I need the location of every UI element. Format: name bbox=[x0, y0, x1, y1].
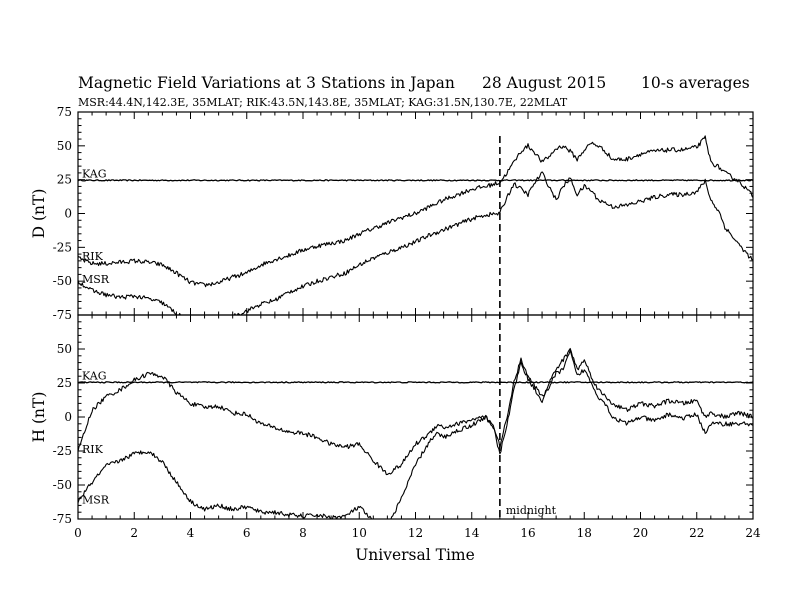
series-rik-line bbox=[78, 347, 753, 476]
series-kag-line bbox=[78, 179, 753, 182]
chart-title: Magnetic Field Variations at 3 Stations … bbox=[78, 74, 455, 92]
midnight-label: midnight bbox=[506, 504, 557, 517]
panel-frame bbox=[77, 314, 754, 520]
x-tick-label: 2 bbox=[130, 526, 138, 540]
x-tick-label: 20 bbox=[633, 526, 648, 540]
y-tick-label: 50 bbox=[57, 342, 72, 356]
x-tick-label: 10 bbox=[352, 526, 367, 540]
y-tick-label: 0 bbox=[64, 207, 72, 221]
series-rik-line bbox=[78, 135, 753, 288]
series-msr-line bbox=[78, 349, 753, 519]
x-tick-label: 4 bbox=[187, 526, 195, 540]
x-tick-label: 8 bbox=[299, 526, 307, 540]
y-tick-label: 25 bbox=[57, 173, 72, 187]
y-tick-label: -25 bbox=[53, 444, 72, 458]
y-tick-label: 75 bbox=[57, 105, 72, 119]
x-tick-label: 16 bbox=[520, 526, 535, 540]
y-axis-label: D (nT) bbox=[30, 189, 48, 239]
panel-h: 50 25 0 -25 -50 -75 H (nT) KAG RIK MSR bbox=[30, 314, 754, 526]
y-tick-label: -50 bbox=[53, 478, 72, 492]
x-tick-label: 0 bbox=[74, 526, 82, 540]
x-axis: 0 2 4 6 8 10 12 14 16 18 20 22 24 bbox=[74, 112, 761, 540]
series-label-rik: RIK bbox=[82, 250, 104, 263]
series-label-msr: MSR bbox=[82, 493, 110, 506]
x-tick-label: 18 bbox=[577, 526, 592, 540]
x-tick-label: 22 bbox=[689, 526, 704, 540]
x-tick-label: 6 bbox=[243, 526, 251, 540]
y-tick-label: -75 bbox=[53, 512, 72, 526]
x-axis-label: Universal Time bbox=[355, 546, 475, 564]
x-tick-label: 12 bbox=[408, 526, 423, 540]
series-label-kag: KAG bbox=[82, 167, 107, 180]
panel-d: 75 50 25 0 -25 -50 -75 D (nT) KAG RIK MSR bbox=[30, 105, 754, 322]
y-tick-label: -25 bbox=[53, 240, 72, 254]
series-kag-line bbox=[78, 381, 753, 384]
y-axis-label: H (nT) bbox=[30, 392, 48, 443]
series-label-msr: MSR bbox=[82, 273, 110, 286]
chart-subtitle: MSR:44.4N,142.3E, 35MLAT; RIK:43.5N,143.… bbox=[78, 96, 568, 109]
y-tick-label: -50 bbox=[53, 274, 72, 288]
series-label-kag: KAG bbox=[82, 369, 107, 382]
chart-averaging: 10-s averages bbox=[641, 74, 750, 92]
y-tick-label: 25 bbox=[57, 376, 72, 390]
chart-date: 28 August 2015 bbox=[482, 74, 606, 92]
y-tick-label: 0 bbox=[64, 410, 72, 424]
y-tick-label: 50 bbox=[57, 139, 72, 153]
x-tick-label: 24 bbox=[745, 526, 761, 540]
y-tick-label: -75 bbox=[53, 308, 72, 322]
series-msr-line bbox=[78, 171, 753, 315]
x-tick-label: 14 bbox=[464, 526, 480, 540]
series-label-rik: RIK bbox=[82, 443, 104, 456]
